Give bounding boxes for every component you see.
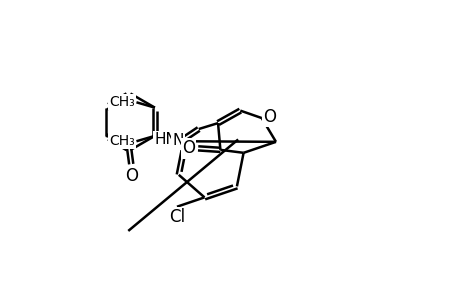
Text: Cl: Cl [168, 208, 185, 226]
Text: CH₃: CH₃ [109, 134, 134, 148]
Text: N: N [172, 134, 183, 148]
Text: CH₃: CH₃ [109, 95, 134, 109]
Text: O: O [263, 108, 275, 126]
Text: O: O [124, 167, 137, 185]
Text: HN: HN [154, 132, 177, 147]
Text: O: O [182, 140, 195, 158]
